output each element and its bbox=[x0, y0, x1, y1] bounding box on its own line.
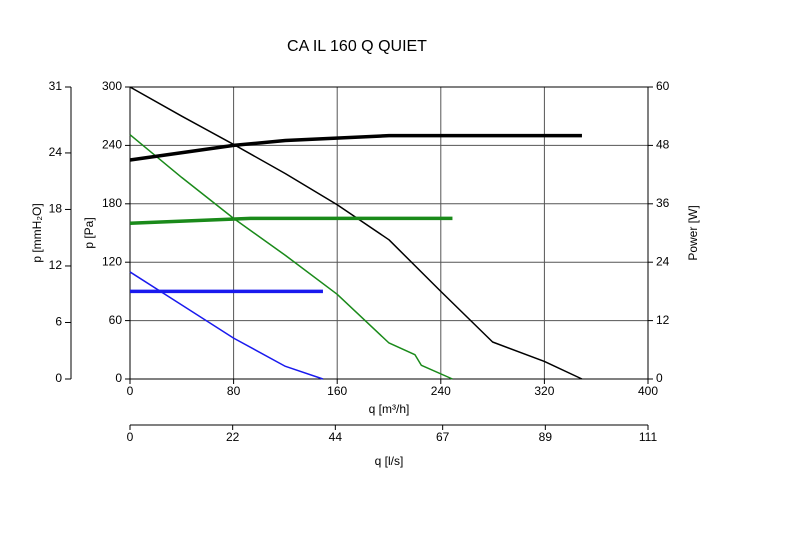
y2-tick-label: 60 bbox=[656, 79, 670, 93]
x2-tick-label: 44 bbox=[329, 430, 343, 444]
curve bbox=[129, 133, 582, 162]
y-tick-label: 180 bbox=[102, 196, 122, 210]
x-axis-label: q [m³/h] bbox=[369, 402, 410, 416]
x2-tick-label: 22 bbox=[226, 430, 240, 444]
plot-frame bbox=[129, 86, 649, 380]
y-tick-label: 240 bbox=[102, 138, 122, 152]
x2-tick-label: 111 bbox=[639, 430, 658, 444]
x2-tick-label: 67 bbox=[436, 430, 450, 444]
y-tick-label: 0 bbox=[115, 371, 122, 385]
x2-tick-label: 89 bbox=[539, 430, 553, 444]
y3-tick-label: 18 bbox=[49, 202, 63, 216]
x-tick-label: 240 bbox=[431, 384, 451, 398]
y2-axis-label: Power [W] bbox=[686, 205, 700, 260]
curve bbox=[129, 271, 324, 380]
curve bbox=[129, 134, 453, 380]
y3-tick-label: 24 bbox=[49, 145, 63, 159]
x-tick-label: 400 bbox=[638, 384, 658, 398]
y-tick-label: 120 bbox=[102, 254, 122, 268]
y2-tick-label: 36 bbox=[656, 196, 670, 210]
x2-axis-label: q [l/s] bbox=[375, 454, 404, 468]
curve bbox=[129, 216, 453, 226]
y-axis-label: p [Pa] bbox=[82, 217, 96, 248]
x-tick-label: 160 bbox=[327, 384, 347, 398]
chart-title: CA IL 160 Q QUIET bbox=[287, 38, 427, 55]
y3-tick-label: 6 bbox=[55, 315, 62, 329]
y3-axis-label: p [mmH₂O] bbox=[30, 203, 44, 262]
curve bbox=[129, 86, 583, 380]
y3-tick-label: 31 bbox=[49, 79, 63, 93]
y2-tick-label: 24 bbox=[656, 254, 670, 268]
x-tick-label: 80 bbox=[227, 384, 241, 398]
y2-tick-label: 12 bbox=[656, 313, 670, 327]
y3-tick-label: 0 bbox=[55, 371, 62, 385]
x-tick-label: 0 bbox=[127, 384, 134, 398]
x2-tick-label: 0 bbox=[127, 430, 134, 444]
y-tick-label: 60 bbox=[109, 313, 123, 327]
y2-tick-label: 48 bbox=[656, 138, 670, 152]
y-tick-label: 300 bbox=[102, 79, 122, 93]
x-tick-label: 320 bbox=[534, 384, 554, 398]
y3-tick-label: 12 bbox=[49, 258, 63, 272]
y2-tick-label: 0 bbox=[656, 371, 663, 385]
